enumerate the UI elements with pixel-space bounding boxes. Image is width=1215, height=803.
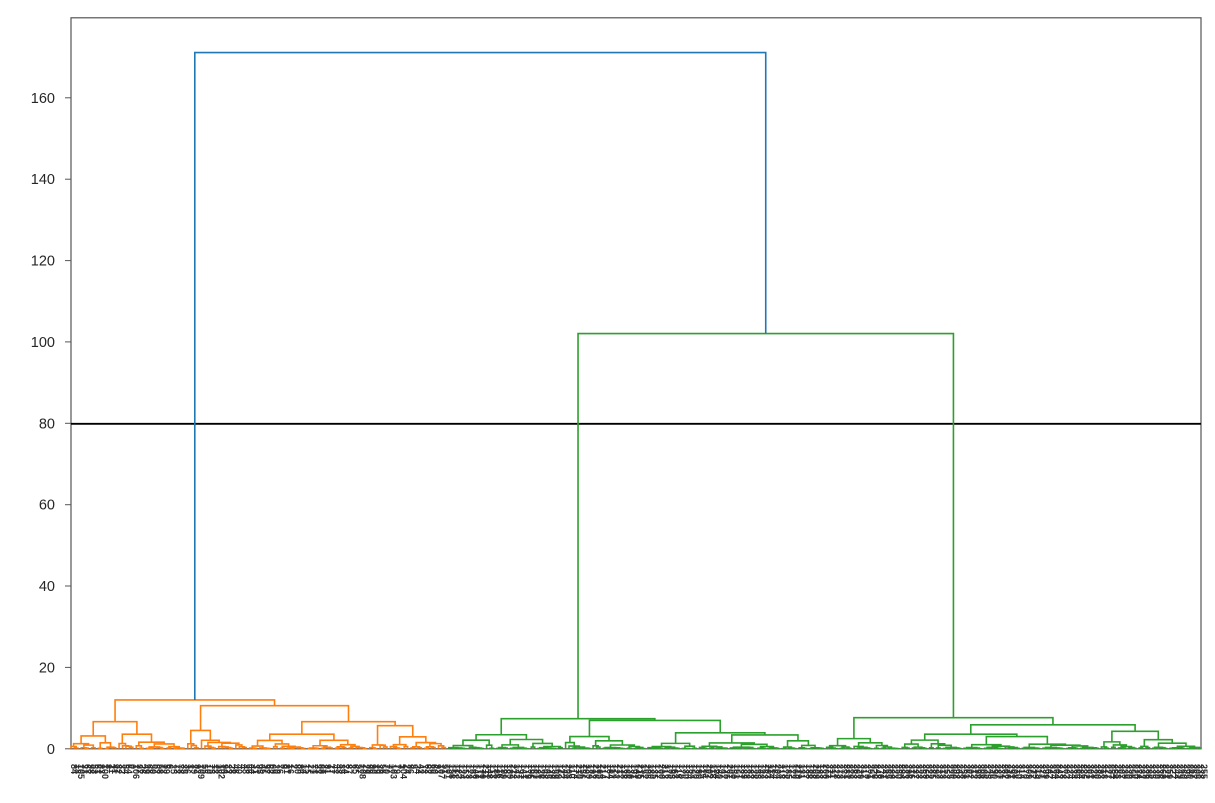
- svg-text:80: 80: [39, 416, 55, 432]
- svg-text:0: 0: [47, 742, 55, 758]
- svg-text:160: 160: [31, 91, 55, 107]
- svg-text:20: 20: [39, 660, 55, 676]
- svg-text:100: 100: [31, 335, 55, 351]
- svg-text:120: 120: [31, 254, 55, 270]
- svg-text:60: 60: [39, 498, 55, 514]
- svg-text:255: 255: [1199, 764, 1209, 779]
- svg-text:140: 140: [31, 172, 55, 188]
- svg-text:40: 40: [39, 579, 55, 595]
